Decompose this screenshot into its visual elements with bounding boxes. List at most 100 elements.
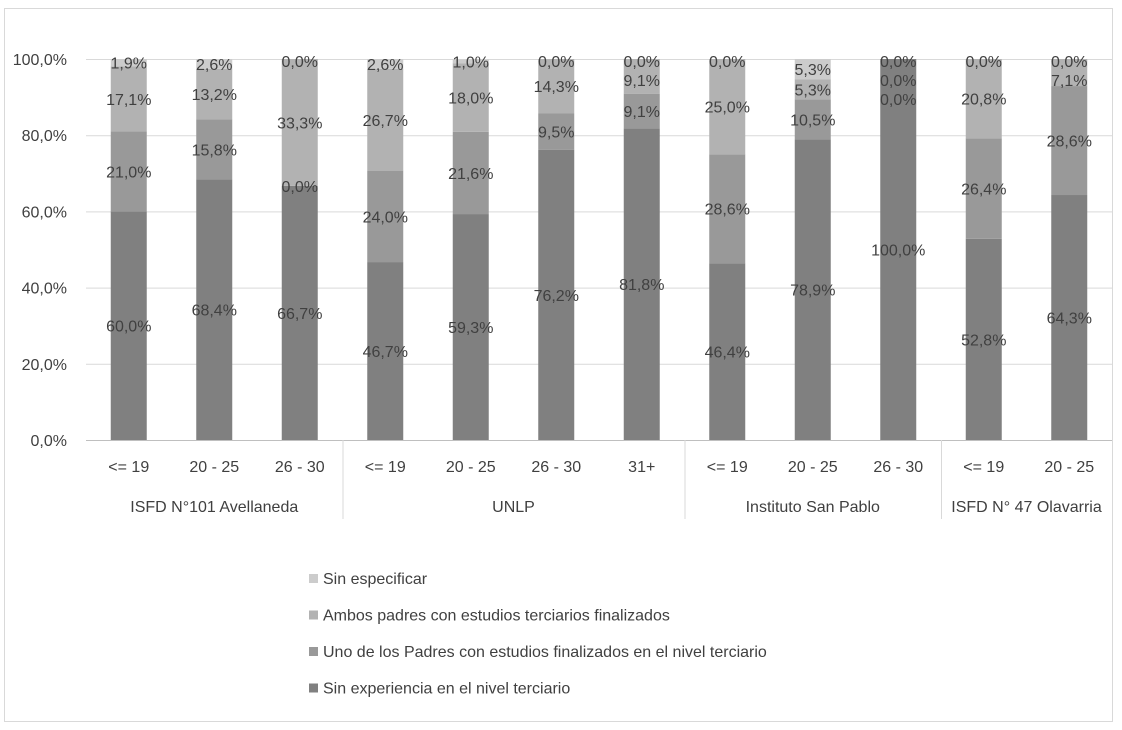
x-category-label: <= 19 (963, 459, 1004, 476)
data-label: 0,0% (624, 54, 660, 71)
bar-segment (281, 59, 318, 186)
legend-label: Sin experiencia en el nivel terciario (323, 681, 570, 698)
x-category-label: 20 - 25 (446, 459, 496, 476)
bar-segment (538, 113, 575, 150)
legend-label: Sin especificar (323, 571, 428, 588)
data-label: 26,4% (961, 182, 1006, 199)
legend-swatch (309, 683, 318, 693)
data-label: 64,3% (1047, 311, 1092, 328)
data-label: 0,0% (709, 54, 745, 71)
bar-segment (110, 211, 147, 440)
data-label: 59,3% (448, 320, 493, 337)
legend-label: Uno de los Padres con estudios finalizad… (323, 644, 767, 661)
x-group-label: UNLP (492, 499, 535, 516)
x-category-label: <= 19 (108, 459, 149, 476)
y-axis: 0,0% 20,0% 40,0% 60,0% 80,0% 100,0% (13, 52, 67, 450)
data-label: 18,0% (448, 90, 493, 107)
data-label: 28,6% (1047, 134, 1092, 151)
x-category-label: 31+ (628, 459, 655, 476)
data-label: 0,0% (538, 54, 574, 71)
data-label: 100,0% (871, 243, 925, 260)
y-tick-label: 20,0% (22, 357, 67, 374)
bar-segment (623, 59, 660, 94)
data-label: 0,0% (282, 54, 318, 71)
bar-segment (196, 119, 233, 180)
y-tick-label: 0,0% (31, 433, 67, 450)
data-label: 9,1% (624, 73, 660, 90)
bar-segment (196, 59, 233, 69)
data-label: 24,0% (363, 209, 408, 226)
data-label: 1,0% (453, 54, 489, 71)
x-category-label: <= 19 (365, 459, 406, 476)
x-group-label: ISFD N°101 Avellaneda (130, 499, 298, 516)
data-label: 52,8% (961, 332, 1006, 349)
bar-segment (110, 131, 147, 212)
x-group-label: ISFD N° 47 Olavarria (951, 499, 1102, 516)
data-label: 0,0% (282, 179, 318, 196)
data-label: 46,4% (705, 345, 750, 362)
bar-segment (538, 59, 575, 114)
x-category-label: 26 - 30 (873, 459, 923, 476)
bar-segment (965, 59, 1002, 139)
data-label: 26,7% (363, 113, 408, 130)
legend: Sin especificar Ambos padres con estudios… (309, 571, 767, 698)
x-category-label: 26 - 30 (531, 459, 581, 476)
bar-segment (110, 66, 147, 132)
data-label: 10,5% (790, 112, 835, 129)
x-category-label: 20 - 25 (1044, 459, 1094, 476)
y-tick-label: 60,0% (22, 204, 67, 221)
data-label: 21,6% (448, 166, 493, 183)
bar-segment (538, 149, 575, 441)
data-label: 21,0% (106, 164, 151, 181)
bar-segment (1051, 86, 1088, 196)
data-label: 78,9% (790, 283, 835, 300)
x-category-label: 20 - 25 (788, 459, 838, 476)
data-label: 66,7% (277, 306, 322, 323)
bar-segment (110, 59, 147, 67)
data-label: 60,0% (106, 319, 151, 336)
bar-segment (794, 59, 831, 80)
bar-segment (794, 139, 831, 441)
data-label: 13,2% (192, 87, 237, 104)
legend-swatch (309, 574, 318, 583)
bar-segment (452, 131, 489, 215)
data-label: 5,3% (795, 62, 831, 79)
y-tick-label: 40,0% (22, 281, 67, 298)
data-label: 46,7% (363, 344, 408, 361)
data-label: 33,3% (277, 115, 322, 132)
bar-segment (880, 59, 917, 440)
bar-segment (452, 59, 489, 64)
x-category-label: 20 - 25 (189, 459, 239, 476)
data-label: 0,0% (966, 54, 1002, 71)
bar-segment (196, 179, 233, 440)
bar-segment (709, 263, 746, 440)
bar-segment (367, 68, 404, 171)
y-tick-label: 80,0% (22, 128, 67, 145)
bar-segment (1051, 195, 1088, 440)
bar-segment (794, 99, 831, 140)
bar-segment (794, 79, 831, 100)
bars: 60,0% 21,0% 17,1% 1,9% 68,4% 15,8% 13,2% 2,6% 66… (106, 54, 1092, 441)
legend-label: Ambos padres con estudios terciarios fin… (323, 608, 670, 625)
bar-segment (196, 68, 233, 120)
bar-segment (367, 170, 404, 263)
bar-segment (281, 185, 318, 440)
bar-segment (367, 262, 404, 440)
data-label: 0,0% (880, 92, 916, 109)
x-category-label: 26 - 30 (275, 459, 325, 476)
bar-segment (709, 154, 746, 264)
legend-swatch (309, 610, 318, 620)
x-category-label: <= 19 (707, 459, 748, 476)
data-label: 17,1% (106, 92, 151, 109)
data-label: 0,0% (1051, 54, 1087, 71)
data-label: 5,3% (795, 82, 831, 99)
bar-segment (452, 63, 489, 132)
x-group-label: Instituto San Pablo (746, 499, 880, 516)
data-label: 0,0% (880, 73, 916, 90)
data-label: 15,8% (192, 142, 237, 159)
data-label: 25,0% (705, 100, 750, 117)
data-label: 9,5% (538, 125, 574, 142)
data-label: 2,6% (196, 57, 232, 74)
bar-segment (367, 59, 404, 69)
